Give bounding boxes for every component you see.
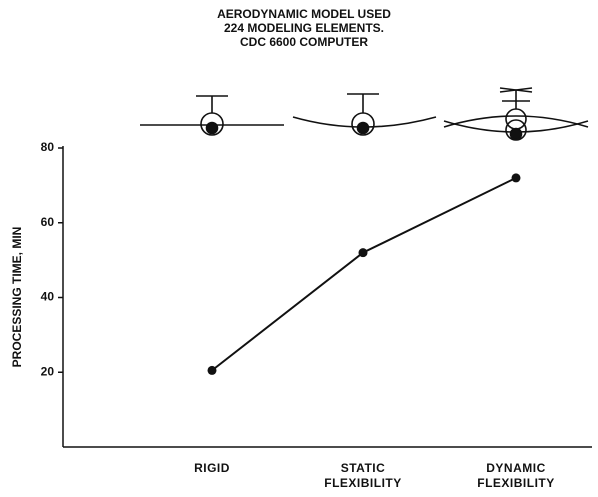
- data-point: [208, 366, 217, 375]
- chart-title: 224 MODELING ELEMENTS.: [224, 21, 384, 35]
- y-tick-label: 60: [41, 215, 55, 229]
- x-tick-label: STATIC FLEXIBILITY: [308, 461, 418, 491]
- y-axis-label: PROCESSING TIME, MIN: [10, 227, 24, 368]
- chart-title: CDC 6600 COMPUTER: [240, 35, 368, 49]
- x-tick-label: DYNAMIC FLEXIBILITY: [461, 461, 571, 491]
- data-line: [212, 178, 516, 370]
- data-point: [359, 248, 368, 257]
- rigid-aircraft-icon: [140, 96, 284, 135]
- chart-svg: AERODYNAMIC MODEL USED 224 MODELING ELEM…: [0, 0, 598, 497]
- y-tick-label: 80: [41, 140, 55, 154]
- chart-title: AERODYNAMIC MODEL USED: [217, 7, 391, 21]
- y-tick-label: 40: [41, 290, 55, 304]
- data-point: [512, 173, 521, 182]
- dynamic-aircraft-icon: [444, 88, 588, 140]
- chart: AERODYNAMIC MODEL USED 224 MODELING ELEM…: [0, 0, 598, 497]
- static-aircraft-icon: [293, 94, 436, 135]
- y-tick-label: 20: [41, 364, 55, 378]
- x-tick-label: RIGID: [157, 461, 267, 476]
